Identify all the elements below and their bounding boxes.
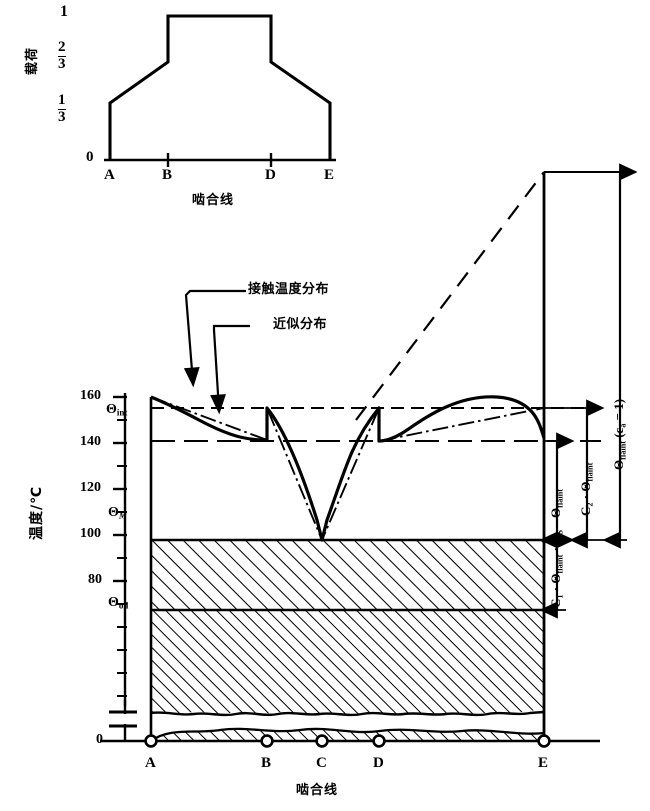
top-chart-ytick-1: 1 — [60, 3, 68, 20]
main-ytick-140: 140 — [80, 434, 101, 449]
oil-film-top-line — [150, 727, 545, 742]
label-theta-oil: Θoil — [108, 595, 129, 611]
curve-approximate-distribution — [150, 396, 545, 543]
main-xtick-d: D — [373, 755, 384, 771]
main-ytick-80: 80 — [88, 572, 102, 587]
diagonal-construction-line — [355, 171, 545, 421]
load-distribution-profile — [108, 14, 332, 160]
dim-label-c1-theta-flaint-xs: C1 · Θflaint · XS — [548, 529, 565, 608]
top-chart-xtick-a: A — [104, 167, 115, 183]
main-chart-x-axis-label: 啮合线 — [296, 783, 339, 798]
dim-label-theta-flaint: Θflaint — [548, 488, 565, 518]
top-chart-y-axis-label: 载荷 — [25, 46, 40, 75]
curve-contact-temperature — [150, 395, 546, 542]
top-chart-ytick-one-third: 1 3 — [58, 92, 66, 125]
axis-break-mark — [109, 710, 137, 728]
main-y-major-ticks — [113, 395, 127, 583]
label-theta-int: Θint — [106, 402, 128, 418]
dim-label-c2-theta-flaint: C2 · Θflaint — [578, 462, 595, 516]
dim-label-theta-flaint-ea1: Θflaint (εa = 1) — [611, 398, 628, 470]
hatch-band-gear-body — [151, 540, 544, 610]
top-chart-ytick-0: 0 — [86, 149, 94, 165]
main-xtick-e: E — [538, 755, 549, 771]
main-xtick-a: A — [145, 755, 156, 771]
main-ytick-160: 160 — [80, 388, 101, 403]
callout-leader-contact-temp — [183, 289, 246, 388]
top-chart-xtick-d: D — [265, 167, 276, 183]
main-ytick-0: 0 — [96, 732, 103, 747]
main-chart-y-axis-label: 温度/℃ — [29, 485, 45, 540]
label-theta-M: ΘM — [108, 505, 127, 521]
callout-contact-temperature-distribution: 接触温度分布 — [248, 282, 330, 297]
x-node-markers — [144, 734, 551, 748]
callout-approximate-distribution: 近似分布 — [273, 317, 328, 332]
top-chart-xtick-e: E — [324, 167, 335, 183]
gear-body-wavy-bottom — [150, 710, 545, 717]
main-chart-group — [100, 163, 638, 748]
hatch-band-oil — [151, 610, 544, 715]
main-y-minor-ticks — [117, 419, 127, 697]
main-xtick-b: B — [261, 755, 272, 771]
top-chart-x-axis-label: 啮合线 — [192, 193, 235, 208]
main-ytick-100: 100 — [80, 526, 101, 541]
main-xtick-c: C — [316, 755, 327, 771]
callout-leader-approx — [210, 324, 250, 415]
main-ytick-120: 120 — [80, 480, 101, 495]
top-chart-ytick-two-thirds: 2 3 — [58, 39, 66, 72]
top-chart-xtick-b: B — [162, 167, 173, 183]
top-chart-group — [104, 14, 336, 167]
